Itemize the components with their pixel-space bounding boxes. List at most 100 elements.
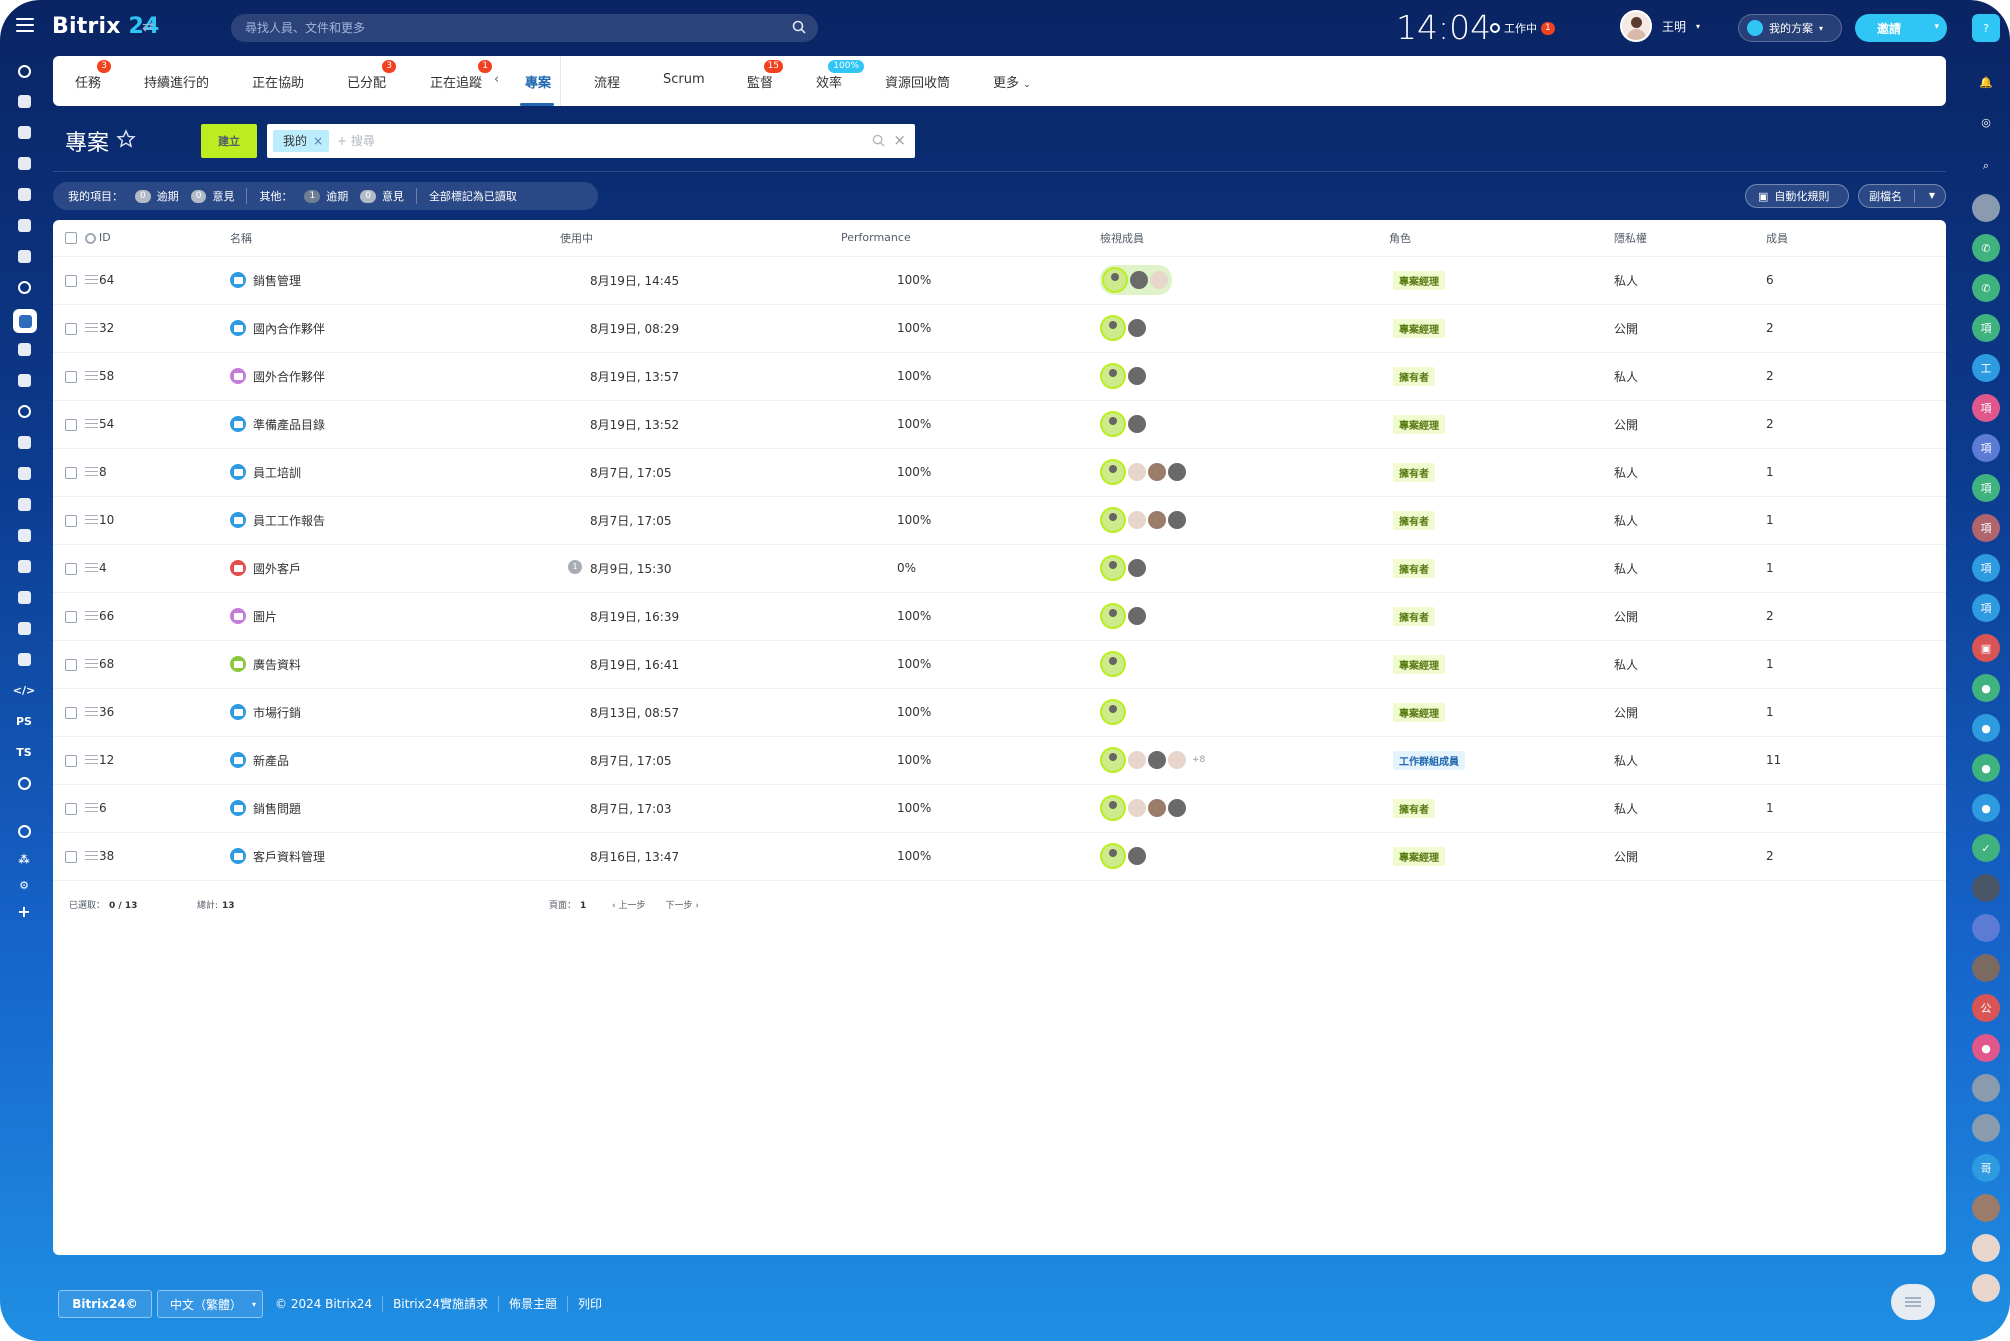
group-icon[interactable]: ● [1972,714,2000,742]
global-search[interactable] [231,14,818,42]
table-row[interactable]: 64 銷售管理 8月19日, 14:45 100% 專案經理 私人 6 [53,256,1946,305]
col-privacy[interactable]: 隱私權 [1614,220,1766,257]
table-row[interactable]: 12 新產品 8月7日, 17:05 100% +8 工作群組成員 私人 11 [53,736,1946,785]
tab-assigned[interactable]: 已分配 3 [347,60,397,91]
more-members[interactable]: +8 [1192,755,1206,765]
feed-icon[interactable] [15,62,33,80]
drag-handle-icon[interactable] [85,370,98,383]
avatar[interactable] [1128,367,1146,385]
invite-button[interactable]: 邀請 ▾ [1855,14,1947,42]
cart-icon[interactable] [15,433,33,451]
pen-icon[interactable] [15,495,33,513]
docs-icon[interactable] [15,185,33,203]
drag-handle-icon[interactable] [85,514,98,527]
project-name-link[interactable]: 新產品 [253,753,290,768]
search-icon[interactable]: ⌕ [1982,159,1990,172]
tab-recycle-bin[interactable]: 資源回收筒 [885,76,951,91]
table-row[interactable]: 58 國外合作夥伴 8月19日, 13:57 100% 擁有者 私人 2 [53,352,1946,401]
counter-other-comments[interactable]: 意見 [381,190,404,203]
avatar[interactable] [1128,463,1146,481]
contact-avatar[interactable]: 工 [1972,354,2000,382]
project-name-link[interactable]: 國內合作夥伴 [253,321,326,336]
row-checkbox[interactable] [65,802,77,815]
avatar[interactable] [1100,603,1126,629]
contact-avatar[interactable]: 項 [1972,394,2000,422]
row-checkbox[interactable] [65,274,77,287]
avatar[interactable] [1148,463,1166,481]
group-icon[interactable]: ● [1972,754,2000,782]
avatar[interactable] [1100,363,1126,389]
tab-more[interactable]: 更多 ⌄ [993,76,1031,91]
row-checkbox[interactable] [65,418,77,431]
counter-other-overdue[interactable]: 逾期 [326,190,349,203]
contact-avatar[interactable]: 項 [1972,434,2000,462]
chevron-down-icon[interactable]: ▼ [1928,191,1935,200]
analytics-icon[interactable] [15,526,33,544]
drag-handle-icon[interactable] [85,466,98,479]
search-input[interactable] [245,19,765,37]
contact-avatar[interactable] [1972,1194,2000,1222]
row-checkbox[interactable] [65,370,77,383]
inventory-icon[interactable] [15,619,33,637]
contact-avatar[interactable] [1972,194,2000,222]
row-checkbox[interactable] [65,706,77,719]
contact-avatar[interactable] [1972,1234,2000,1262]
table-row[interactable]: 38 客戶資料管理 8月16日, 13:47 100% 專案經理 公開 2 [53,832,1946,881]
language-selector[interactable]: 中文（繁體） ▾ [157,1290,263,1318]
filter-chip-mine[interactable]: 我的 × [273,130,330,152]
group-icon[interactable]: ● [1972,674,2000,702]
phone-icon[interactable]: ✆ [1972,234,2000,262]
drag-handle-icon[interactable] [85,418,98,431]
row-checkbox[interactable] [65,754,77,767]
col-performance[interactable]: Performance [841,220,1100,257]
table-row[interactable]: 32 國內合作夥伴 8月19日, 08:29 100% 專案經理 公開 2 [53,304,1946,353]
project-name-link[interactable]: 市場行銷 [253,705,302,720]
tasks-icon[interactable] [15,92,33,110]
drag-handle-icon[interactable] [85,802,98,815]
row-checkbox[interactable] [65,562,77,575]
print-link[interactable]: 列印 [567,1296,612,1312]
mail-icon[interactable] [15,247,33,265]
avatar-group[interactable] [1100,265,1172,295]
contact-avatar[interactable] [1972,914,2000,942]
avatar[interactable] [1128,751,1146,769]
avatar[interactable] [1148,751,1166,769]
group-icon[interactable]: ● [1972,794,2000,822]
row-checkbox[interactable] [65,466,77,479]
tab-following[interactable]: 正在追蹤 1 [430,60,493,91]
table-row[interactable]: 8 員工培訓 8月7日, 17:05 100% 擁有者 私人 1 [53,448,1946,497]
tab-projects[interactable]: 專案 [525,76,552,91]
project-name-link[interactable]: 員工工作報告 [253,513,326,528]
tab-supervise[interactable]: 監督 15 [747,60,784,91]
help-icon[interactable]: ? [1972,14,2000,42]
table-row[interactable]: 6 銷售問題 8月7日, 17:03 100% 擁有者 私人 1 [53,784,1946,833]
contact-avatar[interactable]: 項 [1972,594,2000,622]
contact-avatar[interactable]: 哥 [1972,1154,2000,1182]
col-role[interactable]: 角色 [1389,220,1614,257]
rail-ps[interactable]: PS [16,714,32,728]
phone-icon[interactable]: ✆ [1972,274,2000,302]
filter-icon[interactable] [15,340,33,358]
avatar[interactable] [1168,511,1186,529]
help-icon[interactable] [15,822,33,840]
avatar[interactable] [1128,559,1146,577]
drag-handle-icon[interactable] [85,850,98,863]
structure-icon[interactable]: ⁂ [18,852,30,866]
col-name[interactable]: 名稱 [230,220,560,257]
drag-handle-icon[interactable] [85,610,98,623]
work-status[interactable]: 工作中 1 [1490,20,1555,36]
settings-icon[interactable]: ⚙ [19,878,29,892]
user-menu[interactable]: 王明 ▾ [1620,10,1700,42]
tab-flow[interactable]: 流程 [594,76,621,91]
search-icon[interactable] [872,134,885,147]
chat-icon[interactable] [15,123,33,141]
avatar[interactable] [1168,751,1186,769]
row-checkbox[interactable] [65,322,77,335]
contact-avatar[interactable]: ▣ [1972,634,2000,662]
automation-icon[interactable] [15,588,33,606]
contact-avatar[interactable]: 項 [1972,514,2000,542]
add-icon[interactable]: + [17,901,31,921]
avatar[interactable] [1100,507,1126,533]
filter-search-input[interactable] [337,131,827,151]
project-name-link[interactable]: 圖片 [253,609,278,624]
